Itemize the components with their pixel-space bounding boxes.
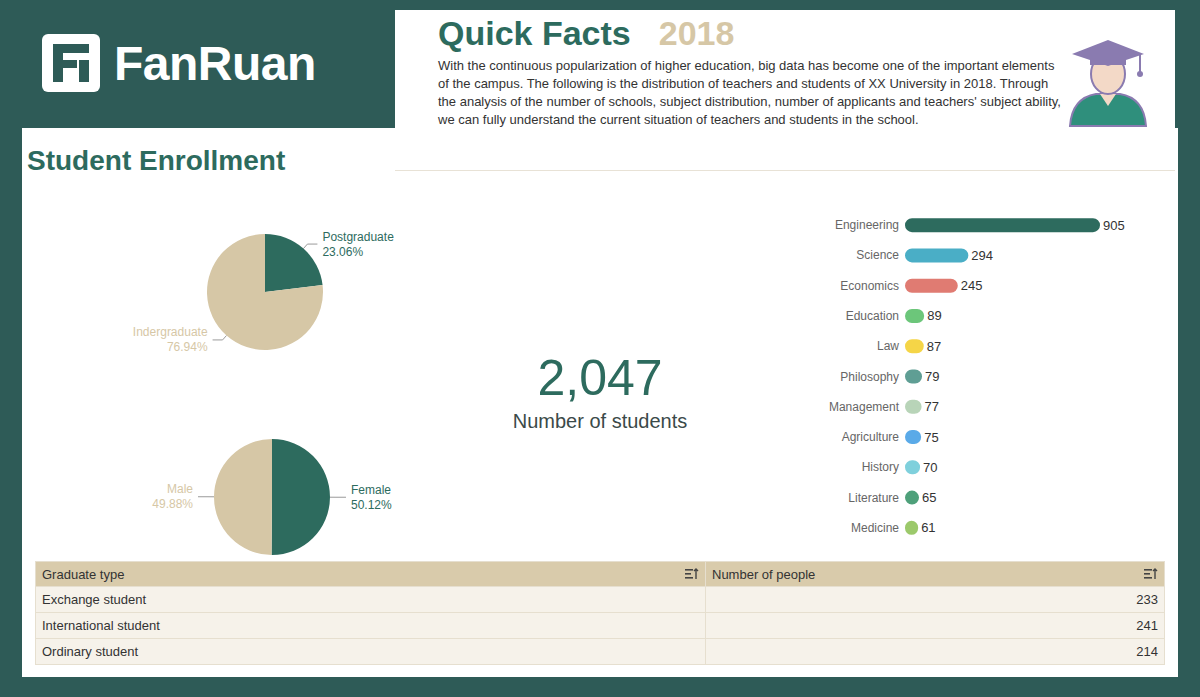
svg-text:50.12%: 50.12%: [351, 498, 392, 512]
svg-text:History: History: [862, 460, 899, 474]
svg-text:Literature: Literature: [848, 491, 899, 505]
svg-text:79: 79: [925, 369, 939, 384]
svg-text:Management: Management: [829, 400, 900, 414]
svg-text:Male: Male: [167, 482, 193, 496]
html-text:Student Enrollment: Student Enrollment: [27, 145, 286, 176]
html-text:214: 214: [1136, 644, 1158, 659]
svg-text:70: 70: [923, 460, 937, 475]
html-text:Number of people: Number of people: [712, 566, 816, 582]
html-text:Graduate type: Graduate type: [42, 566, 125, 582]
svg-text:65: 65: [922, 490, 936, 505]
svg-text:Education: Education: [846, 309, 899, 323]
svg-text:Postgraduate: Postgraduate: [322, 230, 394, 244]
html-text:2018: 2018: [658, 14, 735, 52]
svg-text:Medicine: Medicine: [851, 521, 899, 535]
svg-text:Economics: Economics: [840, 279, 899, 293]
html-text:2,047: 2,047: [537, 350, 663, 406]
html-text:241: 241: [1136, 618, 1158, 633]
svg-text:61: 61: [921, 520, 935, 535]
svg-text:905: 905: [1103, 218, 1125, 233]
svg-text:Philosophy: Philosophy: [840, 370, 899, 384]
svg-text:77: 77: [925, 399, 939, 414]
svg-text:Engineering: Engineering: [835, 218, 899, 232]
svg-text:Science: Science: [856, 248, 899, 262]
svg-text:245: 245: [961, 278, 983, 293]
svg-text:23.06%: 23.06%: [322, 245, 363, 259]
svg-text:76.94%: 76.94%: [167, 340, 208, 354]
html-text:Quick Facts: Quick Facts: [438, 14, 631, 52]
html-text:Exchange student: Exchange student: [42, 592, 147, 607]
svg-text:294: 294: [971, 248, 993, 263]
svg-text:87: 87: [927, 339, 941, 354]
svg-text:Agriculture: Agriculture: [842, 430, 900, 444]
html-text:With the continuous populariza: With the continuous popularization of hi…: [438, 58, 1061, 127]
html-text:FanRuan: FanRuan: [114, 36, 316, 90]
svg-text:89: 89: [927, 308, 941, 323]
html-text:International student: International student: [42, 618, 160, 633]
svg-text:49.88%: 49.88%: [152, 497, 193, 511]
svg-text:Female: Female: [351, 483, 391, 497]
svg-text:Indergraduate: Indergraduate: [133, 325, 208, 339]
html-text:Ordinary student: Ordinary student: [42, 644, 139, 659]
svg-text:Law: Law: [877, 339, 899, 353]
html-text:Number of students: Number of students: [512, 410, 688, 432]
svg-text:75: 75: [924, 430, 938, 445]
html-text:233: 233: [1136, 592, 1158, 607]
